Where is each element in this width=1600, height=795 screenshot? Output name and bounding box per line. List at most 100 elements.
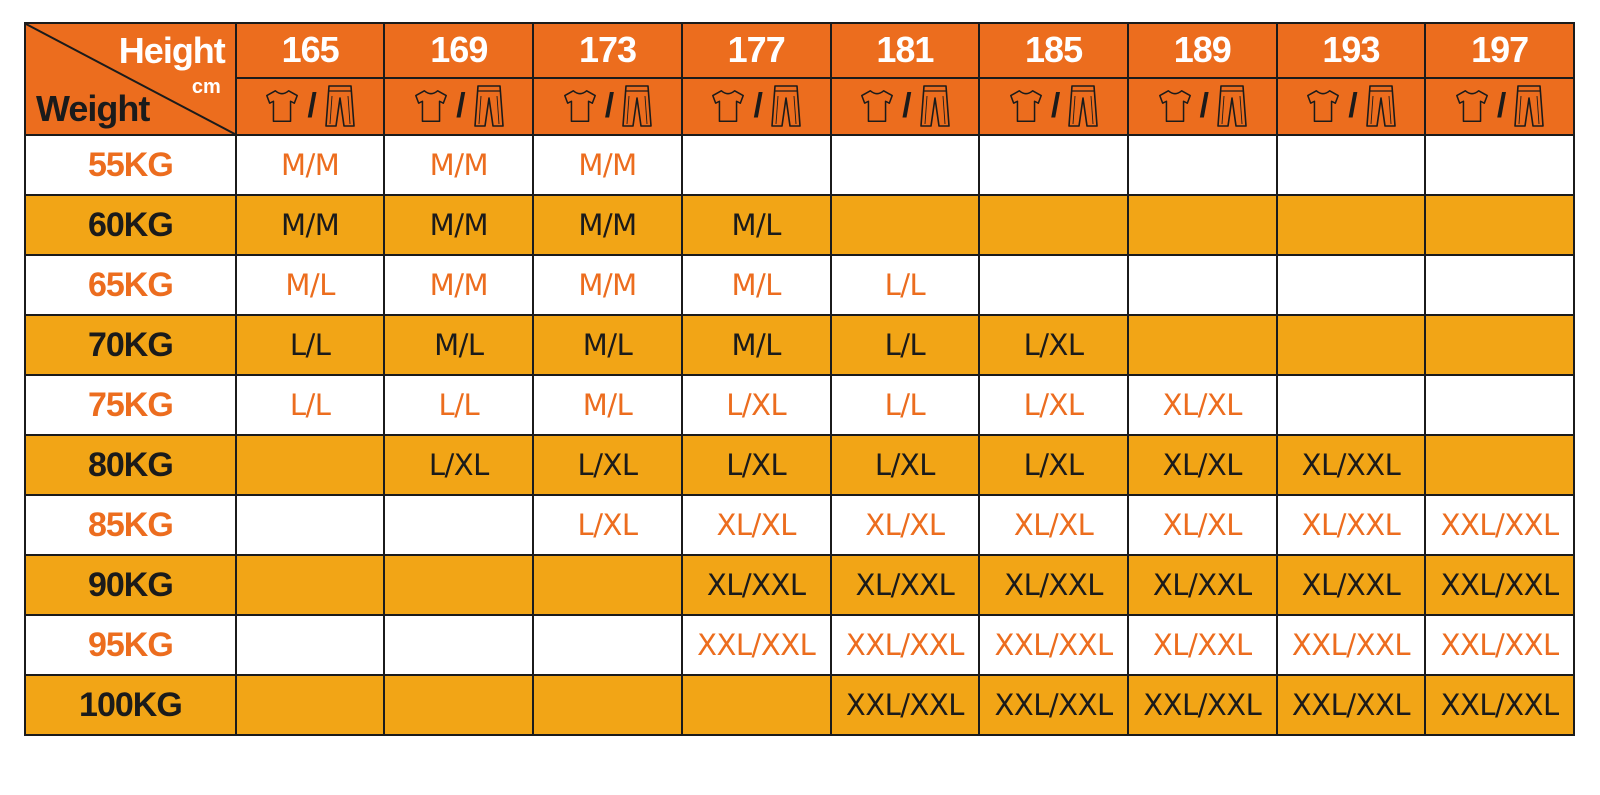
- size-cell: [532, 674, 683, 736]
- size-cell: XXL/XXL: [1424, 494, 1575, 556]
- pants-icon: [323, 84, 357, 128]
- height-value: 197: [1424, 22, 1575, 79]
- size-cell: [978, 134, 1129, 196]
- garment-icons-cell: /: [234, 76, 386, 137]
- height-value: 193: [1275, 22, 1427, 79]
- size-cell: L/L: [234, 314, 386, 376]
- size-cell: L/XL: [829, 434, 981, 496]
- icon-separator: /: [1050, 87, 1061, 126]
- size-cell: M/L: [680, 194, 832, 256]
- size-cell: M/M: [234, 134, 386, 196]
- table-row: 100KG XXL/XXL XXL/XXL XXL/XXL XXL/XXL XXL/XXL: [24, 674, 1575, 736]
- size-cell: L/L: [829, 254, 981, 316]
- size-cell: M/M: [532, 134, 683, 196]
- size-cell: XXL/XXL: [1126, 674, 1278, 736]
- tshirt-icon: [709, 87, 747, 125]
- garment-icons-cell: /: [978, 76, 1129, 137]
- table-row: 60KG M/M M/M M/M M/L: [24, 194, 1575, 256]
- tshirt-icon: [1304, 87, 1342, 125]
- tshirt-icon: [1156, 87, 1194, 125]
- size-cell: [1275, 374, 1427, 436]
- size-cell: [1424, 194, 1575, 256]
- size-cell: XL/XL: [680, 494, 832, 556]
- tshirt-icon: [263, 87, 301, 125]
- size-cell: XXL/XXL: [1275, 614, 1427, 676]
- garment-icons: /: [386, 84, 531, 128]
- table-row: 90KG XL/XXL XL/XXL XL/XXL XL/XXL XL/XXL XXL/XX…: [24, 554, 1575, 616]
- tshirt-icon: [1453, 87, 1491, 125]
- weight-label: 65KG: [24, 254, 237, 316]
- weight-label: 80KG: [24, 434, 237, 496]
- size-cell: [829, 194, 981, 256]
- size-cell: M/L: [532, 314, 683, 376]
- size-cell: [1424, 314, 1575, 376]
- size-cell: XXL/XXL: [829, 614, 981, 676]
- garment-icons: /: [1279, 84, 1424, 128]
- size-cell: XL/XXL: [1275, 554, 1427, 616]
- size-cell: L/L: [383, 374, 535, 436]
- size-cell: L/XL: [978, 314, 1129, 376]
- garment-icons-cell: /: [829, 76, 981, 137]
- size-cell: L/XL: [532, 494, 683, 556]
- size-cell: [1126, 314, 1278, 376]
- tshirt-icon: [561, 87, 599, 125]
- table-row: 80KG L/XL L/XL L/XL L/XL L/XL XL/XL XL/XXL: [24, 434, 1575, 496]
- icon-separator: /: [753, 87, 763, 126]
- size-cell: M/M: [383, 194, 535, 256]
- size-cell: M/M: [383, 254, 535, 316]
- size-cell: [1424, 254, 1575, 316]
- size-cell: M/M: [383, 134, 535, 196]
- size-cell: XL/XL: [978, 494, 1129, 556]
- table-row: 65KG M/L M/M M/M M/L L/L: [24, 254, 1575, 316]
- garment-icons: /: [1427, 84, 1572, 128]
- icon-separator: /: [307, 87, 317, 126]
- size-cell: XXL/XXL: [1424, 674, 1575, 736]
- height-axis-label: Height: [118, 30, 226, 71]
- garment-icons: /: [981, 84, 1126, 128]
- size-cell: XL/XL: [1126, 494, 1278, 556]
- size-cell: [383, 614, 535, 676]
- icon-separator: /: [604, 87, 615, 126]
- height-value: 181: [829, 22, 981, 79]
- weight-label: 75KG: [24, 374, 237, 436]
- height-value: 173: [532, 22, 683, 79]
- size-cell: XL/XXL: [829, 554, 981, 616]
- size-cell: [1424, 374, 1575, 436]
- size-cell: [680, 134, 832, 196]
- garment-icons-cell: /: [680, 76, 832, 137]
- height-value: 189: [1126, 22, 1278, 79]
- pants-icon: [1066, 84, 1100, 128]
- height-header-row: Height cm Weight 165 169 173 177 181 185…: [24, 22, 1575, 136]
- garment-icons: /: [238, 84, 383, 128]
- size-cell: L/XL: [680, 434, 832, 496]
- size-cell: L/XL: [383, 434, 535, 496]
- pants-icon: [1512, 84, 1546, 128]
- size-cell: M/M: [532, 254, 683, 316]
- size-cell: [383, 494, 535, 556]
- table-row: 75KG L/L L/L M/L L/XL L/L L/XL XL/XL: [24, 374, 1575, 436]
- size-cell: [234, 494, 386, 556]
- size-chart: Height cm Weight 165 169 173 177 181 185…: [24, 22, 1575, 784]
- size-table: Height cm Weight 165 169 173 177 181 185…: [24, 22, 1575, 736]
- size-cell: [829, 134, 981, 196]
- size-cell: [234, 614, 386, 676]
- icon-separator: /: [1199, 87, 1209, 126]
- size-cell: [1275, 254, 1427, 316]
- tshirt-icon: [1007, 87, 1045, 125]
- icon-separator: /: [456, 87, 466, 126]
- tshirt-icon: [412, 87, 450, 125]
- height-value: 165: [234, 22, 386, 79]
- height-value: 177: [680, 22, 832, 79]
- table-row: 95KG XXL/XXL XXL/XXL XXL/XXL XL/XXL XXL/XXL XX…: [24, 614, 1575, 676]
- height-unit-label: cm: [191, 76, 221, 98]
- size-cell: XXL/XXL: [1424, 614, 1575, 676]
- size-cell: XL/XXL: [1275, 434, 1427, 496]
- size-cell: XXL/XXL: [978, 614, 1129, 676]
- table-row: 70KG L/L M/L M/L M/L L/L L/XL: [24, 314, 1575, 376]
- size-cell: XXL/XXL: [1275, 674, 1427, 736]
- size-cell: [1126, 254, 1278, 316]
- size-cell: XL/XXL: [680, 554, 832, 616]
- garment-icons: /: [684, 84, 829, 128]
- garment-icons: /: [833, 84, 978, 128]
- size-cell: L/XL: [680, 374, 832, 436]
